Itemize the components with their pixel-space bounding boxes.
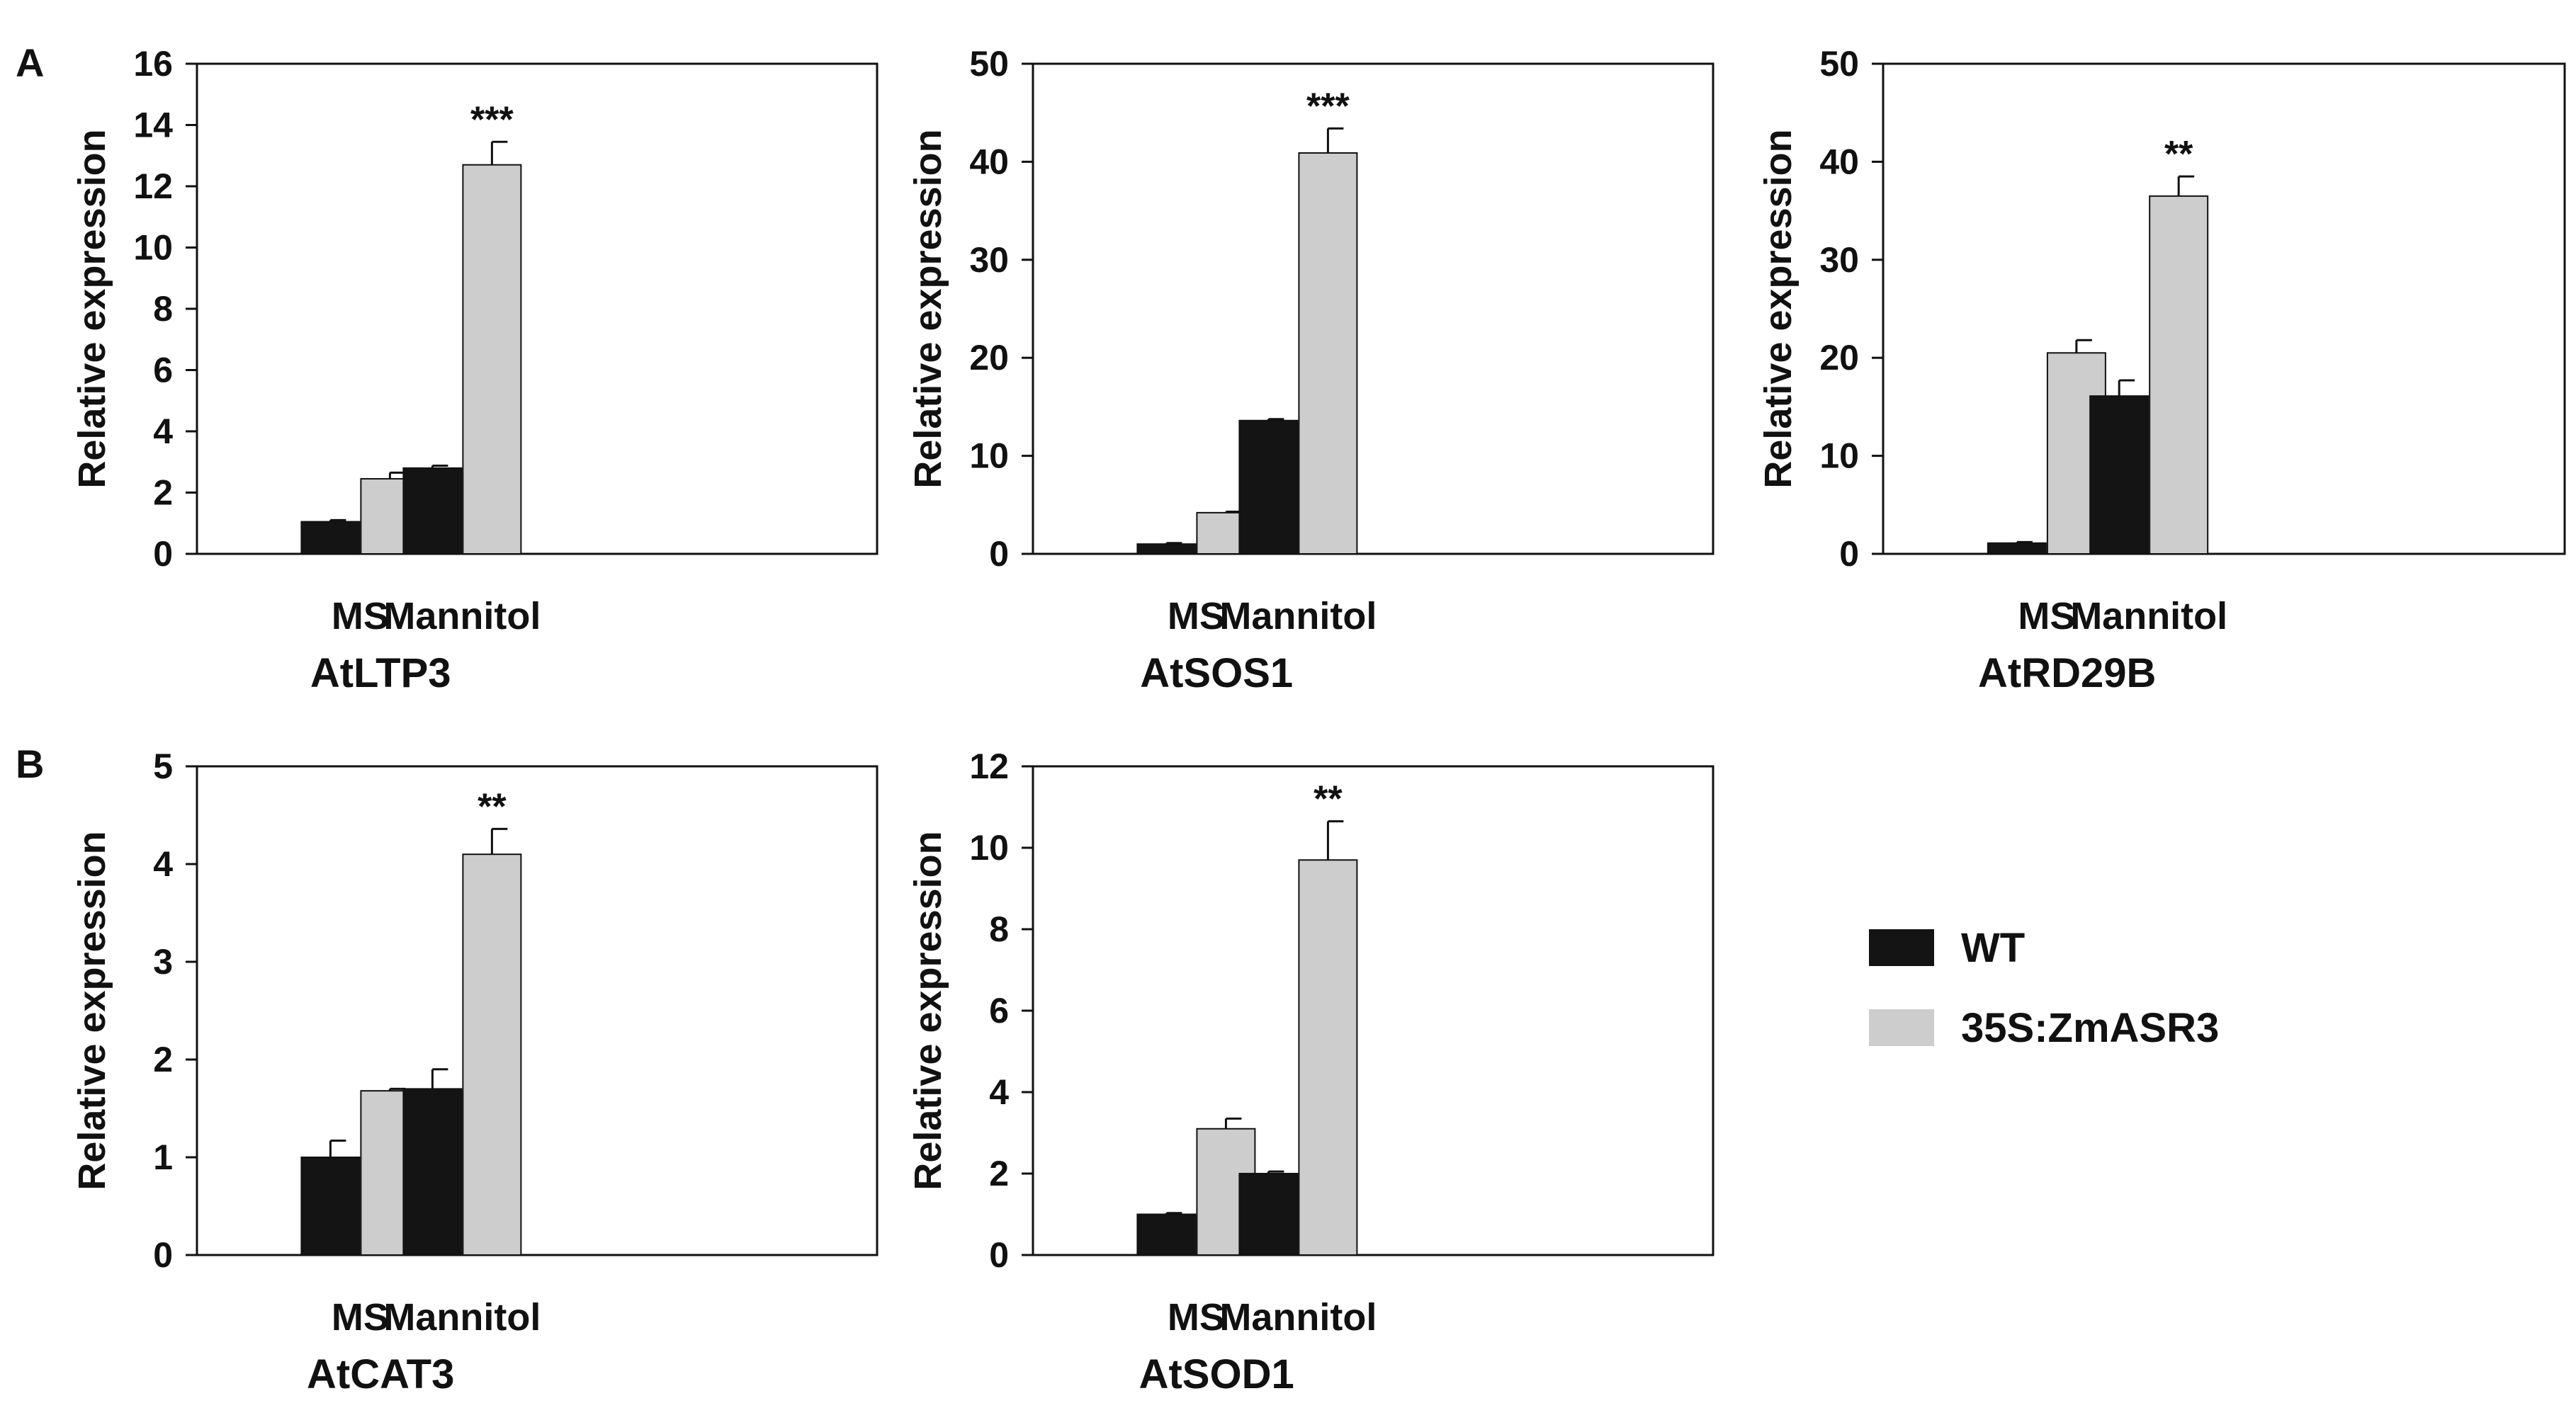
significance-marker: *** [1306, 86, 1350, 127]
y-tick-label: 6 [153, 351, 173, 390]
chart-atcat3: 0 1 2 3 4 5 Relative expression MS ** Mannitol AtC… [71, 746, 879, 1397]
category-label-mannitol: Mannitol [1219, 1296, 1377, 1339]
y-tick-label: 0 [153, 534, 173, 574]
bar-wt-mannitol [2089, 395, 2150, 555]
y-tick-label: 2 [153, 1040, 173, 1079]
y-tick-label: 12 [969, 746, 1009, 786]
bar-wt-ms [300, 1157, 361, 1256]
y-tick-label: 10 [969, 436, 1009, 476]
gene-title: AtSOD1 [1139, 1351, 1294, 1397]
category-label-ms: MS [1168, 595, 1225, 637]
y-tick-label: 10 [969, 828, 1009, 868]
y-axis-title: Relative expression [907, 129, 949, 488]
y-tick-label: 4 [153, 411, 173, 451]
bar-wt-ms [1136, 543, 1197, 555]
significance-marker: ** [2164, 134, 2193, 175]
y-tick-label: 16 [133, 44, 173, 84]
plot-frame [196, 62, 879, 555]
y-tick-label: 1 [153, 1137, 173, 1177]
bar-35s-zmasr3-mannitol [2149, 195, 2209, 555]
y-tick-label: 0 [989, 534, 1009, 574]
y-tick-label: 30 [969, 240, 1009, 280]
category-label-mannitol: Mannitol [383, 1296, 541, 1339]
y-tick-label: 4 [989, 1072, 1009, 1112]
bar-wt-ms [1987, 542, 2047, 555]
chart-atltp3: 0 2 4 6 8 10 12 14 16 Relative expression MS *** Man… [71, 44, 879, 696]
y-tick-label: 30 [1819, 240, 1859, 280]
bar-wt-mannitol [1238, 419, 1299, 555]
y-tick-label: 10 [1819, 436, 1859, 476]
y-tick-label: 2 [153, 473, 173, 513]
plot-frame [1032, 765, 1714, 1256]
bar-wt-ms [300, 521, 361, 555]
bar-wt-mannitol [402, 467, 463, 555]
category-label-ms: MS [332, 595, 389, 637]
plot-frame [1882, 62, 2566, 555]
category-label-ms: MS [2018, 595, 2075, 637]
category-label-ms: MS [332, 1296, 389, 1339]
bar-35s-zmasr3-mannitol [1298, 152, 1358, 555]
y-axis-title: Relative expression [1757, 129, 1800, 488]
bar-wt-ms [1136, 1213, 1197, 1256]
chart-atrd29b: 0 10 20 30 40 50 Relative expression MS ** Mannit… [1757, 44, 2566, 696]
y-tick-label: 0 [989, 1235, 1009, 1275]
y-tick-label: 3 [153, 942, 173, 982]
y-tick-label: 50 [969, 44, 1009, 84]
significance-marker: *** [470, 99, 514, 140]
plot-frame [1032, 62, 1714, 555]
y-tick-label: 5 [153, 746, 173, 786]
y-tick-label: 0 [153, 1235, 173, 1275]
y-tick-label: 4 [153, 844, 173, 884]
y-tick-label: 12 [133, 166, 173, 206]
category-label-mannitol: Mannitol [2070, 595, 2227, 637]
plot-frame [196, 765, 879, 1256]
y-axis-title: Relative expression [71, 129, 113, 488]
bar-35s-zmasr3-mannitol [462, 853, 522, 1256]
y-axis-title: Relative expression [907, 831, 949, 1190]
bar-35s-zmasr3-mannitol [1298, 859, 1358, 1256]
bar-wt-mannitol [1238, 1173, 1299, 1256]
y-axis-title: Relative expression [71, 831, 113, 1190]
significance-marker: ** [478, 786, 507, 827]
y-tick-label: 50 [1819, 44, 1859, 84]
y-tick-label: 8 [153, 289, 173, 329]
legend-label-wt: WT [1961, 925, 2025, 971]
legend-label-35s-zmasr3: 35S:ZmASR3 [1961, 1005, 2219, 1051]
y-tick-label: 40 [969, 142, 1009, 181]
legend: WT 35S:ZmASR3 [1869, 925, 2219, 1051]
y-tick-label: 2 [989, 1154, 1009, 1193]
category-label-ms: MS [1168, 1296, 1225, 1339]
gene-title: AtLTP3 [310, 650, 451, 696]
gene-title: AtCAT3 [307, 1351, 454, 1397]
gene-title: AtSOS1 [1140, 650, 1293, 696]
y-tick-label: 0 [1839, 534, 1859, 574]
panel-label-a: A [16, 40, 44, 85]
y-tick-label: 8 [989, 909, 1009, 949]
panel-label-b: B [16, 742, 44, 786]
category-label-mannitol: Mannitol [383, 595, 541, 637]
chart-atsod1: 0 2 4 6 8 10 12 Relative expression MS ** Mannitol… [907, 746, 1714, 1397]
legend-swatch-wt [1869, 929, 1934, 966]
y-tick-label: 14 [133, 106, 173, 145]
legend-swatch-35s-zmasr3 [1869, 1009, 1934, 1046]
significance-marker: ** [1314, 779, 1343, 820]
bar-35s-zmasr3-mannitol [462, 164, 522, 555]
y-tick-label: 6 [989, 991, 1009, 1031]
chart-atsos1: 0 10 20 30 40 50 Relative expression MS *** Manni… [907, 44, 1714, 696]
y-tick-label: 40 [1819, 142, 1859, 181]
category-label-mannitol: Mannitol [1219, 595, 1377, 637]
y-tick-label: 20 [1819, 338, 1859, 377]
y-tick-label: 20 [969, 338, 1009, 377]
y-tick-label: 10 [133, 228, 173, 268]
bar-wt-mannitol [402, 1088, 463, 1256]
gene-title: AtRD29B [1978, 650, 2156, 696]
